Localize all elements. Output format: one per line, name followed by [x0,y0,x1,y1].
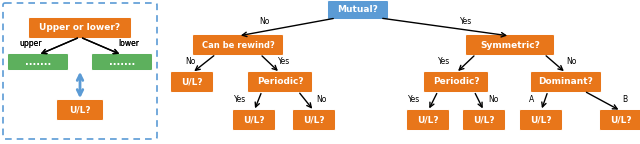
FancyBboxPatch shape [292,109,335,130]
FancyBboxPatch shape [232,109,275,130]
Text: Dominant?: Dominant? [539,77,593,87]
Text: U/L?: U/L? [473,115,495,125]
Text: lower: lower [118,39,139,49]
FancyBboxPatch shape [248,72,312,92]
Text: A: A [529,95,534,105]
Text: No: No [488,95,499,105]
FancyBboxPatch shape [56,100,104,121]
Text: U/L?: U/L? [243,115,265,125]
Text: Yes: Yes [278,57,291,67]
FancyBboxPatch shape [170,72,214,92]
FancyBboxPatch shape [531,72,602,92]
Text: U/L?: U/L? [181,77,203,87]
Text: Yes: Yes [408,95,420,105]
Text: Yes: Yes [234,95,246,105]
FancyBboxPatch shape [29,18,131,38]
Text: Can be rewind?: Can be rewind? [202,40,275,50]
Text: B: B [622,95,627,105]
FancyBboxPatch shape [465,35,554,55]
Text: Periodic?: Periodic? [257,77,303,87]
FancyBboxPatch shape [463,109,506,130]
FancyBboxPatch shape [406,109,449,130]
Text: Symmetric?: Symmetric? [480,40,540,50]
Text: No: No [260,18,270,26]
Text: Yes: Yes [438,57,450,67]
FancyBboxPatch shape [8,54,68,71]
FancyBboxPatch shape [193,35,284,55]
Text: Mutual?: Mutual? [337,5,378,15]
Text: No: No [566,57,577,67]
Text: upper: upper [19,39,42,49]
FancyBboxPatch shape [520,109,563,130]
Text: .......: ....... [109,57,135,67]
Text: No: No [316,95,326,105]
FancyBboxPatch shape [92,54,152,71]
FancyBboxPatch shape [600,109,640,130]
Text: lower: lower [118,39,139,49]
Text: upper: upper [19,39,42,49]
Text: U/L?: U/L? [69,106,91,114]
FancyBboxPatch shape [328,0,388,19]
Text: No: No [186,57,196,67]
Text: U/L?: U/L? [530,115,552,125]
Text: U/L?: U/L? [610,115,632,125]
Text: Yes: Yes [460,18,472,26]
Text: Periodic?: Periodic? [433,77,479,87]
Text: Upper or lower?: Upper or lower? [40,23,120,33]
Text: .......: ....... [25,57,51,67]
Text: U/L?: U/L? [303,115,325,125]
Text: U/L?: U/L? [417,115,439,125]
FancyBboxPatch shape [424,72,488,92]
